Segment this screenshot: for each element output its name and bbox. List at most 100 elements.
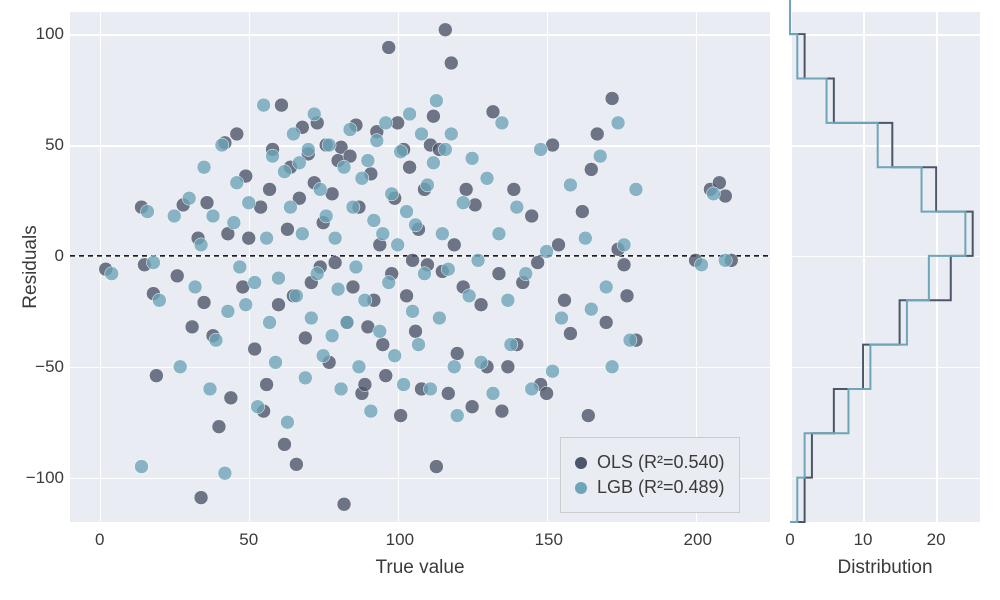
scatter-point — [227, 216, 241, 230]
scatter-point — [563, 327, 577, 341]
scatter-point — [331, 282, 345, 296]
scatter-point — [328, 256, 342, 270]
scatter-point — [352, 360, 366, 374]
legend-dot — [575, 482, 587, 494]
scatter-point — [590, 127, 604, 141]
legend-row: LGB (R²=0.489) — [575, 477, 725, 498]
scatter-point — [376, 338, 390, 352]
legend-label: OLS (R²=0.540) — [597, 452, 725, 473]
scatter-point — [584, 302, 598, 316]
legend-dot — [575, 457, 587, 469]
scatter-point — [438, 23, 452, 37]
scatter-point — [218, 466, 232, 480]
scatter-point — [277, 165, 291, 179]
scatter-point — [501, 293, 515, 307]
scatter-point — [313, 182, 327, 196]
scatter-point — [379, 116, 393, 130]
scatter-point — [194, 491, 208, 505]
scatter-point — [620, 289, 634, 303]
scatter-point — [438, 142, 452, 156]
scatter-point — [617, 258, 631, 272]
x-tick-label: 200 — [684, 530, 708, 550]
y-tick-label: 0 — [20, 246, 64, 266]
scatter-point — [495, 404, 509, 418]
scatter-point — [361, 154, 375, 168]
scatter-point — [563, 178, 577, 192]
scatter-point — [272, 298, 286, 312]
scatter-point — [277, 437, 291, 451]
scatter-point — [400, 205, 414, 219]
scatter-point — [540, 244, 554, 258]
scatter-point — [349, 260, 363, 274]
scatter-point — [486, 105, 500, 119]
scatter-point — [337, 160, 351, 174]
scatter-point — [307, 107, 321, 121]
scatter-point — [474, 355, 488, 369]
legend-label: LGB (R²=0.489) — [597, 477, 725, 498]
scatter-point — [531, 256, 545, 270]
scatter-point — [292, 156, 306, 170]
scatter-point — [617, 238, 631, 252]
scatter-point — [611, 116, 625, 130]
scatter-point — [397, 378, 411, 392]
scatter-point — [718, 189, 732, 203]
scatter-point — [450, 346, 464, 360]
scatter-point — [403, 107, 417, 121]
y-tick-label: −100 — [20, 468, 64, 488]
scatter-point — [280, 222, 294, 236]
scatter-point — [233, 260, 247, 274]
scatter-point — [519, 267, 533, 281]
scatter-point — [263, 315, 277, 329]
scatter-point — [337, 497, 351, 511]
scatter-point — [269, 355, 283, 369]
scatter-point — [310, 267, 324, 281]
x-tick-label: 20 — [926, 530, 946, 550]
scatter-point — [417, 267, 431, 281]
scatter-point — [149, 369, 163, 383]
scatter-point — [212, 420, 226, 434]
scatter-point — [203, 382, 217, 396]
scatter-point — [140, 205, 154, 219]
scatter-point — [358, 378, 372, 392]
scatter-point — [260, 378, 274, 392]
scatter-point — [230, 127, 244, 141]
scatter-point — [471, 253, 485, 267]
scatter-point — [578, 231, 592, 245]
scatter-point — [706, 187, 720, 201]
scatter-point — [251, 400, 265, 414]
scatter-point — [432, 311, 446, 325]
scatter-point — [409, 324, 423, 338]
scatter-point — [304, 311, 318, 325]
scatter-point — [435, 227, 449, 241]
scatter-point — [694, 258, 708, 272]
scatter-point — [242, 231, 256, 245]
scatter-point — [534, 142, 548, 156]
scatter-point — [146, 256, 160, 270]
scatter-point — [557, 293, 571, 307]
scatter-point — [468, 198, 482, 212]
scatter-point — [394, 409, 408, 423]
scatter-point — [134, 460, 148, 474]
scatter-point — [295, 227, 309, 241]
scatter-point — [239, 298, 253, 312]
scatter-point — [152, 293, 166, 307]
scatter-point — [242, 196, 256, 210]
scatter-point — [322, 138, 336, 152]
scatter-point — [465, 400, 479, 414]
scatter-point — [301, 142, 315, 156]
scatter-point — [182, 191, 196, 205]
scatter-point — [263, 182, 277, 196]
scatter-point — [495, 116, 509, 130]
scatter-point — [480, 171, 494, 185]
scatter-point — [266, 149, 280, 163]
scatter-point — [444, 127, 458, 141]
scatter-point — [215, 138, 229, 152]
scatter-point — [394, 145, 408, 159]
x-tick-label: 150 — [535, 530, 559, 550]
scatter-point — [257, 98, 271, 112]
scatter-point — [105, 267, 119, 281]
scatter-point — [492, 227, 506, 241]
x-tick-label: 100 — [386, 530, 410, 550]
scatter-point — [382, 276, 396, 290]
scatter-point — [525, 209, 539, 223]
